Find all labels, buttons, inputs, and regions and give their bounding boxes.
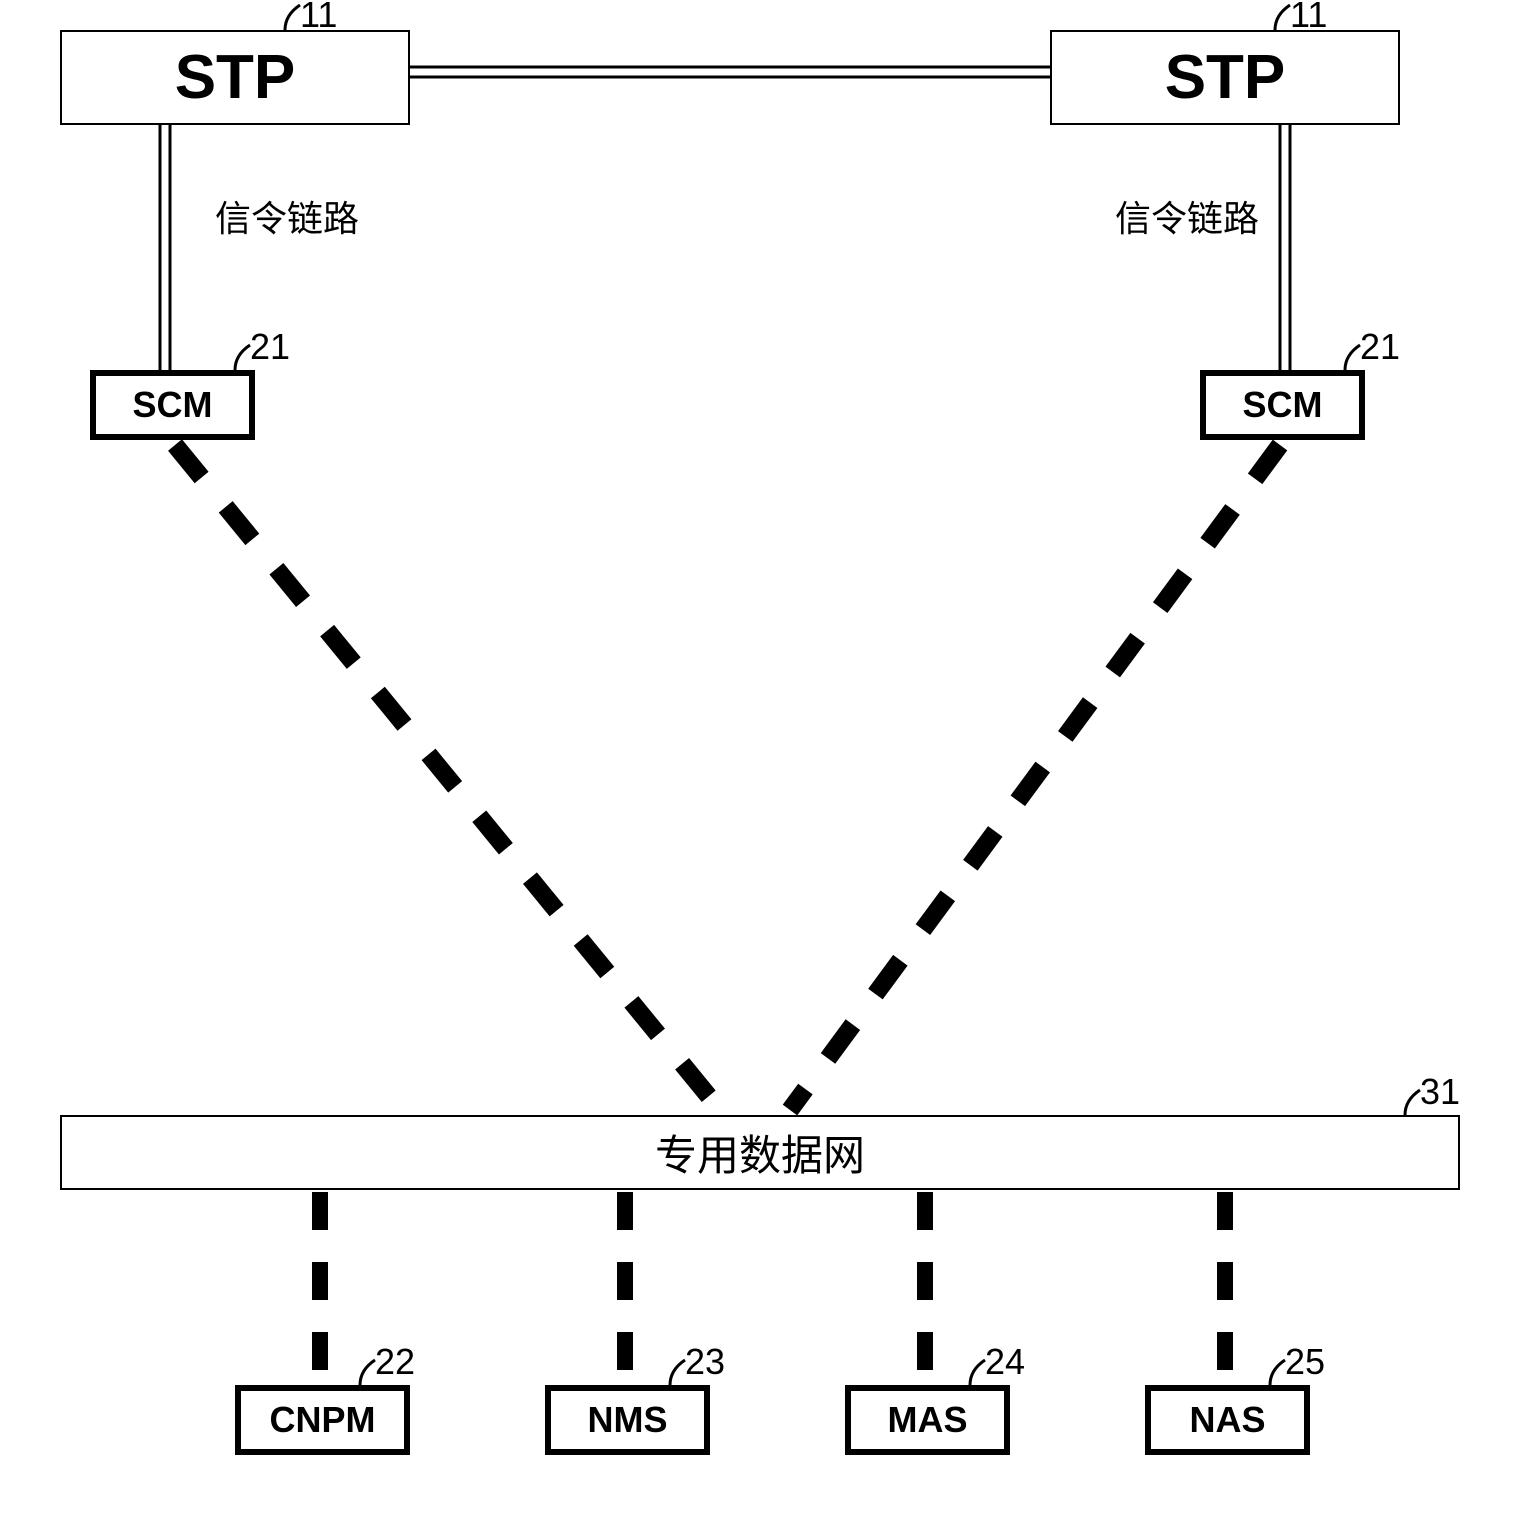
stp-left-box: STP	[60, 30, 410, 125]
callout-11-left: 11	[300, 0, 337, 36]
nms-box: NMS	[545, 1385, 710, 1455]
data-network-label: 专用数据网	[655, 1122, 865, 1183]
signaling-link-left-label: 信令链路	[215, 190, 359, 242]
stp-left-label: STP	[175, 42, 296, 113]
data-network-box: 专用数据网	[60, 1115, 1460, 1190]
callout-31: 31	[1420, 1071, 1460, 1113]
callout-21-left: 21	[250, 326, 290, 368]
nms-label: NMS	[588, 1399, 668, 1441]
scm-right-label: SCM	[1243, 384, 1323, 426]
callout-22: 22	[375, 1341, 415, 1383]
cnpm-box: CNPM	[235, 1385, 410, 1455]
mas-box: MAS	[845, 1385, 1010, 1455]
callout-11-right: 11	[1290, 0, 1327, 36]
stp-right-box: STP	[1050, 30, 1400, 125]
callout-23: 23	[685, 1341, 725, 1383]
mas-label: MAS	[888, 1399, 968, 1441]
callout-21-right: 21	[1360, 326, 1400, 368]
scm-left-box: SCM	[90, 370, 255, 440]
signaling-link-right-label: 信令链路	[1115, 190, 1259, 242]
callout-24: 24	[985, 1341, 1025, 1383]
stp-right-label: STP	[1165, 42, 1286, 113]
scm-right-box: SCM	[1200, 370, 1365, 440]
nas-label: NAS	[1189, 1399, 1265, 1441]
callout-25: 25	[1285, 1341, 1325, 1383]
scm-left-label: SCM	[133, 384, 213, 426]
cnpm-label: CNPM	[270, 1399, 376, 1441]
nas-box: NAS	[1145, 1385, 1310, 1455]
